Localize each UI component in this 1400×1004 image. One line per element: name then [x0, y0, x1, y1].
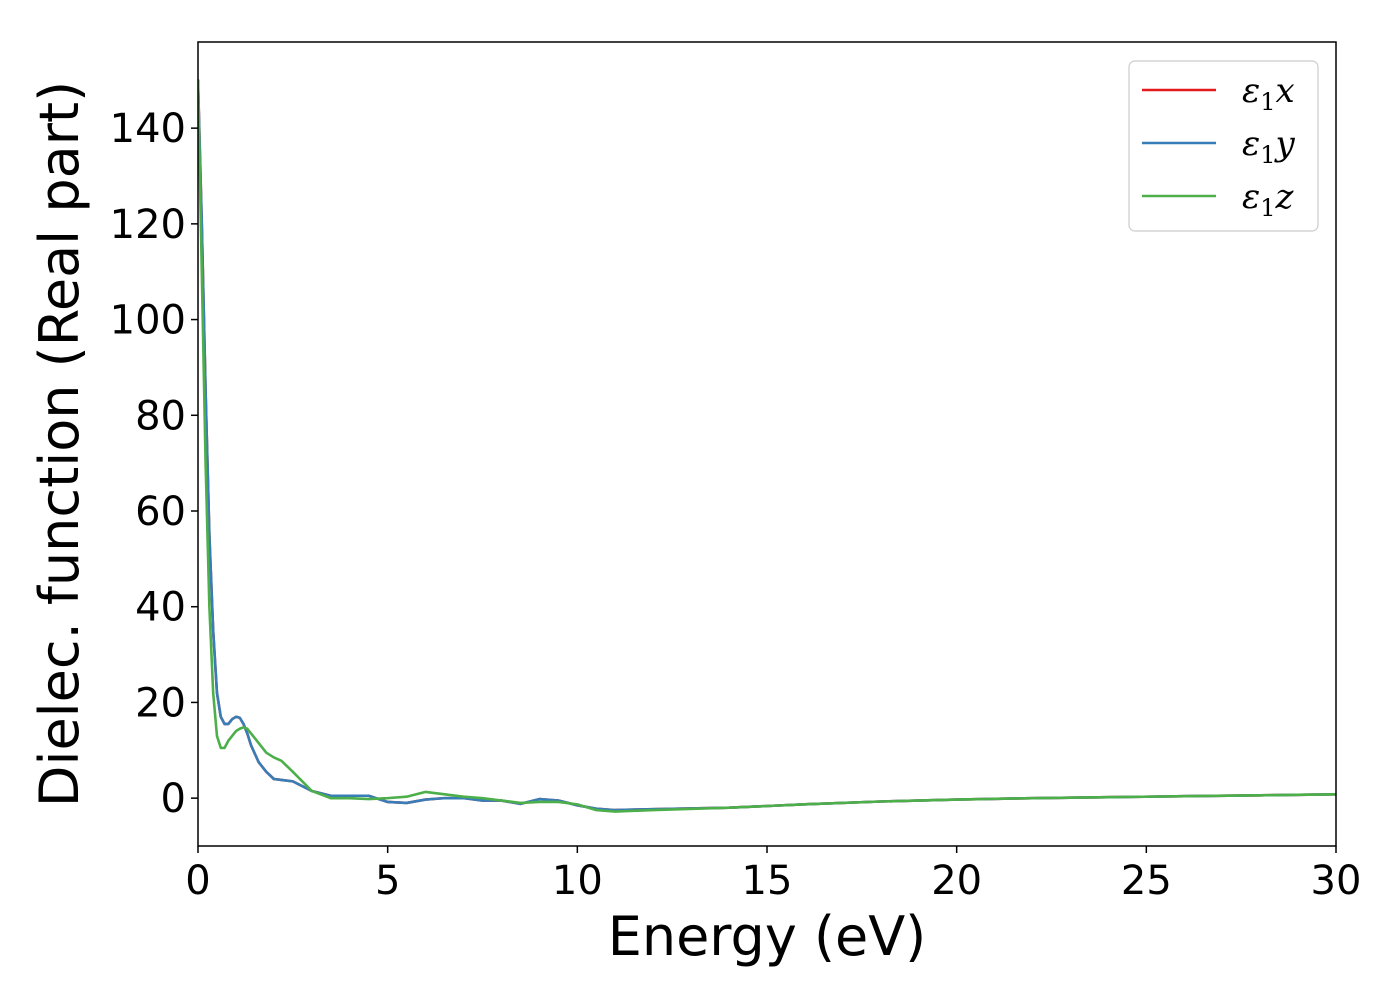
x-tick-label: 30: [1311, 858, 1362, 904]
y-axis-label: Dielec. function (Real part): [28, 81, 91, 807]
y-tick-label: 20: [135, 680, 186, 726]
x-tick-label: 15: [742, 858, 793, 904]
y-tick-label: 0: [161, 776, 186, 822]
x-tick-label: 20: [931, 858, 982, 904]
y-tick-label: 120: [110, 202, 186, 248]
legend-box: [1128, 60, 1319, 232]
chart-marks: [198, 78, 1336, 813]
series-line-z: [198, 78, 1336, 813]
y-tick-label: 100: [110, 298, 186, 344]
legend-label-z: ε1z: [1242, 177, 1295, 222]
y-tick-label: 60: [135, 489, 186, 535]
x-axis-label: Energy (eV): [608, 905, 927, 968]
x-tick-label: 5: [375, 858, 400, 904]
x-tick-label: 25: [1121, 858, 1172, 904]
legend: ε1x ε1y ε1z: [1128, 60, 1319, 232]
y-tick-label: 80: [135, 393, 186, 439]
x-tick-label: 0: [185, 858, 210, 904]
legend-label-x: ε1x: [1242, 71, 1295, 116]
x-tick-label: 10: [552, 858, 603, 904]
y-tick-label: 140: [110, 106, 186, 152]
axis-ticks: 0 5 10 15 20 25 30 0 20 40 60 80 100 120 140: [110, 106, 1362, 904]
y-tick-label: 40: [135, 585, 186, 631]
legend-label-y: ε1y: [1242, 124, 1296, 169]
